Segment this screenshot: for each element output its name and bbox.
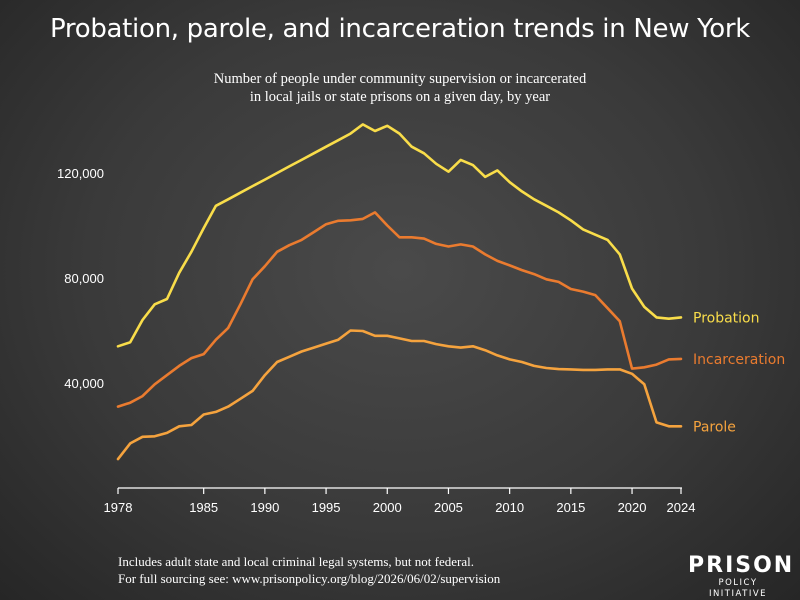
x-tick-label-2010: 2010 <box>495 500 524 515</box>
x-tick-label-1978: 1978 <box>104 500 133 515</box>
series-line-incarceration <box>116 211 683 408</box>
subtitle-line-2: in local jails or state prisons on a giv… <box>249 89 551 105</box>
x-tick-label-2015: 2015 <box>556 500 585 515</box>
logo-line-1: PRISON <box>688 553 795 578</box>
y-tick-label-120000: 120,000 <box>57 166 104 181</box>
y-tick-label-40000: 40,000 <box>64 376 104 391</box>
x-tick-label-1985: 1985 <box>189 500 218 515</box>
footer-line-2: For full sourcing see: www.prisonpolicy.… <box>118 571 501 586</box>
series-label-probation: Probation <box>693 310 760 326</box>
series-label-incarceration: Incarceration <box>693 352 785 368</box>
x-tick-label-2020: 2020 <box>618 500 647 515</box>
chart-subtitle: Number of people under community supervi… <box>150 70 650 106</box>
x-tick-label-2005: 2005 <box>434 500 463 515</box>
x-tick-label-2024: 2024 <box>667 500 696 515</box>
series-label-parole: Parole <box>693 419 736 435</box>
footer-line-1: Includes adult state and local criminal … <box>118 554 474 569</box>
series-line-probation <box>116 123 683 348</box>
footer-note: Includes adult state and local criminal … <box>118 553 500 587</box>
logo-line-2: POLICY INITIATIVE <box>708 578 768 599</box>
y-tick-label-80000: 80,000 <box>64 271 104 286</box>
series-line-parole <box>116 329 683 461</box>
subtitle-line-1: Number of people under community supervi… <box>213 71 587 87</box>
x-tick-label-1990: 1990 <box>250 500 279 515</box>
chart-title: Probation, parole, and incarceration tre… <box>49 14 751 44</box>
x-tick-label-2000: 2000 <box>373 500 402 515</box>
prison-policy-logo: PRISON POLICY INITIATIVE <box>688 553 795 600</box>
x-tick-label-1995: 1995 <box>312 500 341 515</box>
